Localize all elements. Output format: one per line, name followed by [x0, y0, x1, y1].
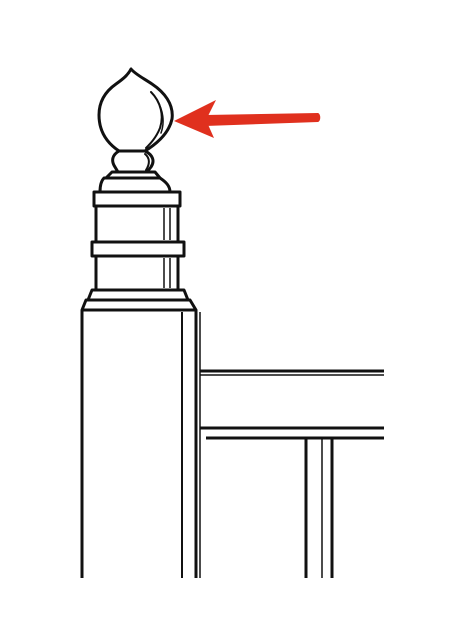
finial-bulb-outline [97, 67, 174, 153]
bed-post [80, 310, 201, 578]
finial-bulb-shading-2 [156, 99, 164, 134]
middle-ring [90, 240, 186, 258]
finial-neck-shading [144, 153, 150, 171]
turned-collars [80, 170, 198, 312]
upper-band [98, 176, 172, 194]
finial-neck [111, 149, 155, 174]
base-flare [80, 298, 198, 312]
pointer-arrow-head [174, 100, 216, 138]
upper-ring [92, 190, 182, 208]
lower-section [94, 254, 180, 292]
finial-bulb [97, 67, 174, 153]
pointer-arrow [174, 100, 321, 138]
rail-leg [304, 438, 334, 578]
middle-section [94, 204, 180, 244]
side-rail [200, 369, 384, 440]
pointer-arrow-shaft [205, 113, 321, 126]
